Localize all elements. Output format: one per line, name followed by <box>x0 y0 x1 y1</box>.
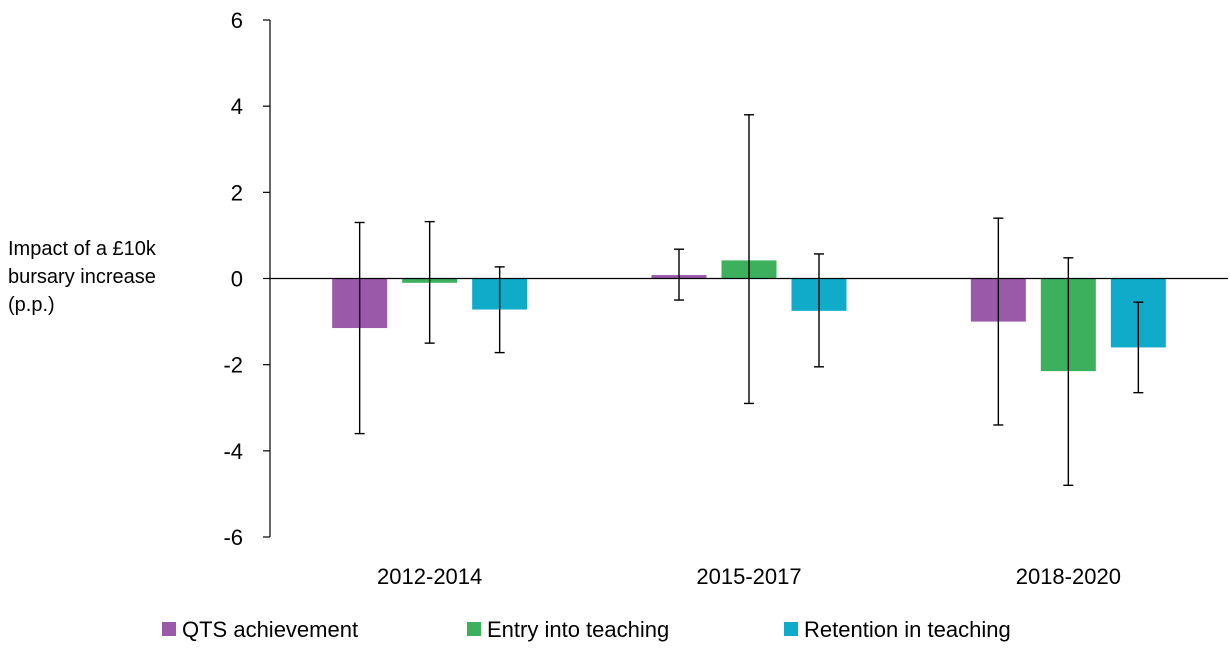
y-tick-label: -2 <box>223 353 243 378</box>
x-tick-label: 2012-2014 <box>377 564 482 589</box>
legend-label: QTS achievement <box>182 617 358 642</box>
y-axis-label-line: (p.p.) <box>8 294 55 316</box>
x-tick-label: 2015-2017 <box>696 564 801 589</box>
y-tick-label: 4 <box>231 94 243 119</box>
legend-swatch <box>784 622 798 636</box>
legend-label: Entry into teaching <box>487 617 669 642</box>
y-axis-label: Impact of a £10k bursary increase (p.p.) <box>8 238 157 316</box>
y-tick-label: -4 <box>223 439 243 464</box>
y-tick-label: 2 <box>231 180 243 205</box>
legend-swatch <box>162 622 176 636</box>
legend-label: Retention in teaching <box>804 617 1011 642</box>
legend-swatch <box>467 622 481 636</box>
error-bars-group <box>354 114 1144 486</box>
y-tick-label: 6 <box>231 8 243 33</box>
x-tick-label: 2018-2020 <box>1016 564 1121 589</box>
y-axis-label-line: bursary increase <box>8 266 156 288</box>
y-axis: -6 -4 -2 0 2 4 6 <box>223 8 271 550</box>
x-axis: 2012-2014 2015-2017 2018-2020 <box>270 277 1228 589</box>
y-axis-label-line: Impact of a £10k <box>8 238 157 260</box>
y-tick-label: -6 <box>223 525 243 550</box>
y-tick-label: 0 <box>231 267 243 292</box>
legend: QTS achievement Entry into teaching Retent… <box>162 617 1011 642</box>
